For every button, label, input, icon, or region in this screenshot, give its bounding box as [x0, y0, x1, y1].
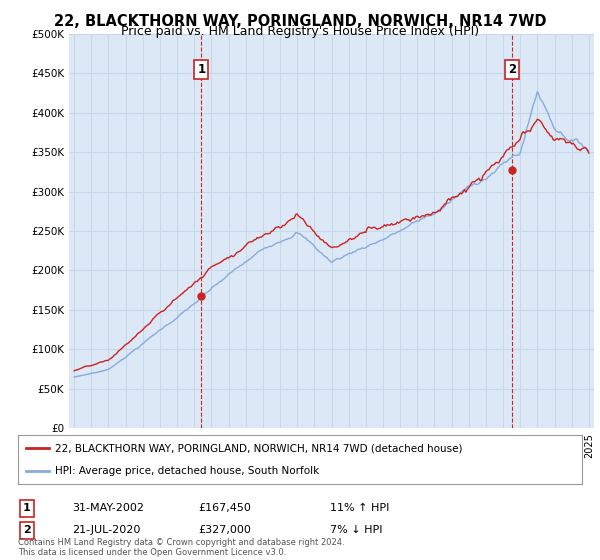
Text: 2: 2 [23, 525, 31, 535]
Text: 1: 1 [197, 63, 206, 76]
Text: £327,000: £327,000 [198, 525, 251, 535]
Text: 22, BLACKTHORN WAY, PORINGLAND, NORWICH, NR14 7WD (detached house): 22, BLACKTHORN WAY, PORINGLAND, NORWICH,… [55, 444, 462, 454]
Text: 22, BLACKTHORN WAY, PORINGLAND, NORWICH, NR14 7WD: 22, BLACKTHORN WAY, PORINGLAND, NORWICH,… [54, 14, 546, 29]
Text: 7% ↓ HPI: 7% ↓ HPI [330, 525, 383, 535]
Text: Contains HM Land Registry data © Crown copyright and database right 2024.
This d: Contains HM Land Registry data © Crown c… [18, 538, 344, 557]
Text: £167,450: £167,450 [198, 503, 251, 514]
Text: 2: 2 [508, 63, 517, 76]
Text: 1: 1 [23, 503, 31, 514]
Text: 31-MAY-2002: 31-MAY-2002 [72, 503, 144, 514]
Text: 11% ↑ HPI: 11% ↑ HPI [330, 503, 389, 514]
Text: Price paid vs. HM Land Registry's House Price Index (HPI): Price paid vs. HM Land Registry's House … [121, 25, 479, 38]
Text: 21-JUL-2020: 21-JUL-2020 [72, 525, 140, 535]
Text: HPI: Average price, detached house, South Norfolk: HPI: Average price, detached house, Sout… [55, 466, 319, 476]
